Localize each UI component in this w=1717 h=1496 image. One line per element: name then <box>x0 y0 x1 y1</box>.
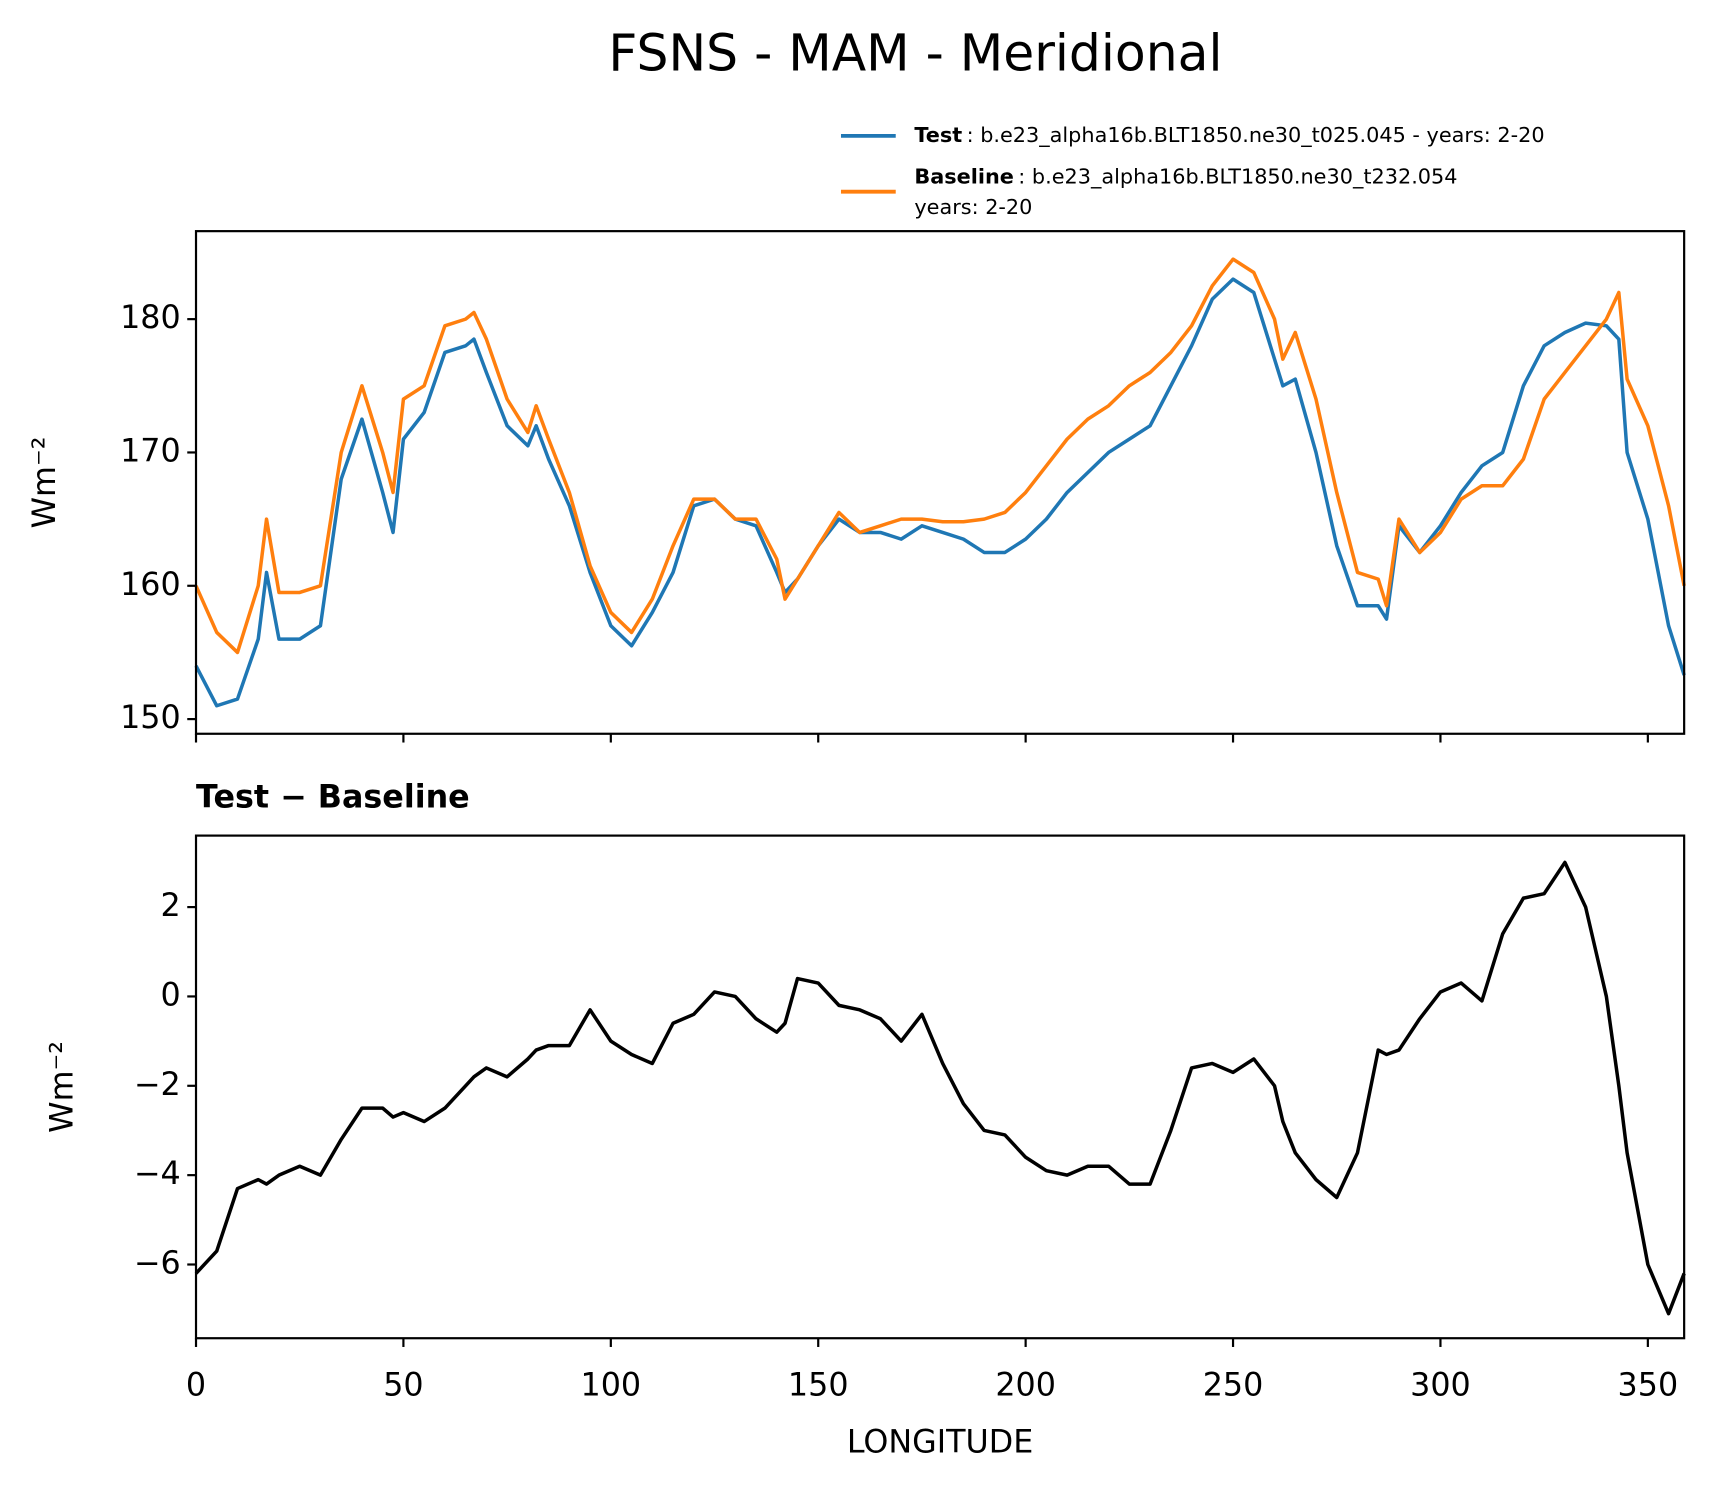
y-tick-label: 160 <box>120 567 181 603</box>
legend-entry: Baseline: b.e23_alpha16b.BLT1850.ne30_t2… <box>914 164 1457 188</box>
x-tick-label: 0 <box>186 1367 206 1403</box>
subplot-title: Test − Baseline <box>196 779 470 815</box>
legend-description: : b.e23_alpha16b.BLT1850.ne30_t232.054 <box>1018 164 1457 188</box>
axes-frame <box>194 834 1686 1340</box>
x-tick-label: 200 <box>995 1367 1056 1403</box>
data-line <box>194 257 1686 655</box>
data-line <box>194 860 1686 1316</box>
x-tick-label: 250 <box>1203 1367 1264 1403</box>
legend-description: : b.e23_alpha16b.BLT1850.ne30_t025.045 -… <box>967 123 1545 147</box>
x-tick-label: 350 <box>1618 1367 1679 1403</box>
y-tick-label: 170 <box>120 433 181 469</box>
y-tick-label: −4 <box>134 1156 181 1192</box>
legend-description: years: 2-20 <box>914 195 1032 219</box>
y-tick-label: 180 <box>120 300 181 336</box>
y-tick-label: −6 <box>134 1246 181 1282</box>
legend-entry: Test: b.e23_alpha16b.BLT1850.ne30_t025.0… <box>914 123 1544 147</box>
y-axis-label: Wm⁻² <box>45 1041 81 1133</box>
legend-name: Test <box>914 123 962 147</box>
x-axis-label: LONGITUDE <box>847 1424 1033 1460</box>
y-axis-label: Wm⁻² <box>27 437 63 529</box>
x-tick-label: 150 <box>788 1367 849 1403</box>
y-tick-label: 0 <box>160 977 180 1013</box>
chart-title: FSNS - MAM - Meridional <box>608 24 1222 83</box>
axes-frame <box>194 230 1686 735</box>
data-line <box>194 277 1686 708</box>
x-tick-label: 100 <box>581 1367 642 1403</box>
legend-name: Baseline <box>914 164 1014 188</box>
x-tick-label: 50 <box>383 1367 423 1403</box>
y-tick-label: 150 <box>120 700 181 736</box>
y-tick-label: −2 <box>134 1067 181 1103</box>
y-tick-label: 2 <box>160 888 180 924</box>
x-tick-label: 300 <box>1410 1367 1471 1403</box>
